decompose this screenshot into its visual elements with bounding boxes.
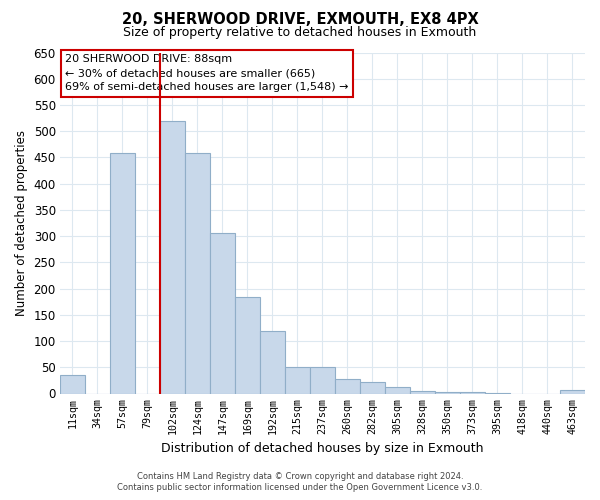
Text: 20 SHERWOOD DRIVE: 88sqm
← 30% of detached houses are smaller (665)
69% of semi-: 20 SHERWOOD DRIVE: 88sqm ← 30% of detach…	[65, 54, 349, 92]
Text: 20, SHERWOOD DRIVE, EXMOUTH, EX8 4PX: 20, SHERWOOD DRIVE, EXMOUTH, EX8 4PX	[122, 12, 478, 28]
Bar	[435, 392, 460, 394]
Bar	[335, 379, 360, 394]
Bar	[160, 120, 185, 394]
Bar	[310, 368, 335, 394]
Bar	[210, 234, 235, 394]
Bar	[260, 330, 285, 394]
Bar	[460, 392, 485, 394]
Bar	[185, 153, 210, 394]
Bar	[385, 386, 410, 394]
Text: Contains HM Land Registry data © Crown copyright and database right 2024.
Contai: Contains HM Land Registry data © Crown c…	[118, 472, 482, 492]
Bar	[235, 298, 260, 394]
Text: Size of property relative to detached houses in Exmouth: Size of property relative to detached ho…	[124, 26, 476, 39]
Bar	[110, 153, 135, 394]
Bar	[410, 391, 435, 394]
Y-axis label: Number of detached properties: Number of detached properties	[15, 130, 28, 316]
Bar	[485, 393, 510, 394]
Bar	[60, 375, 85, 394]
Bar	[360, 382, 385, 394]
X-axis label: Distribution of detached houses by size in Exmouth: Distribution of detached houses by size …	[161, 442, 484, 455]
Bar	[285, 368, 310, 394]
Bar	[560, 390, 585, 394]
